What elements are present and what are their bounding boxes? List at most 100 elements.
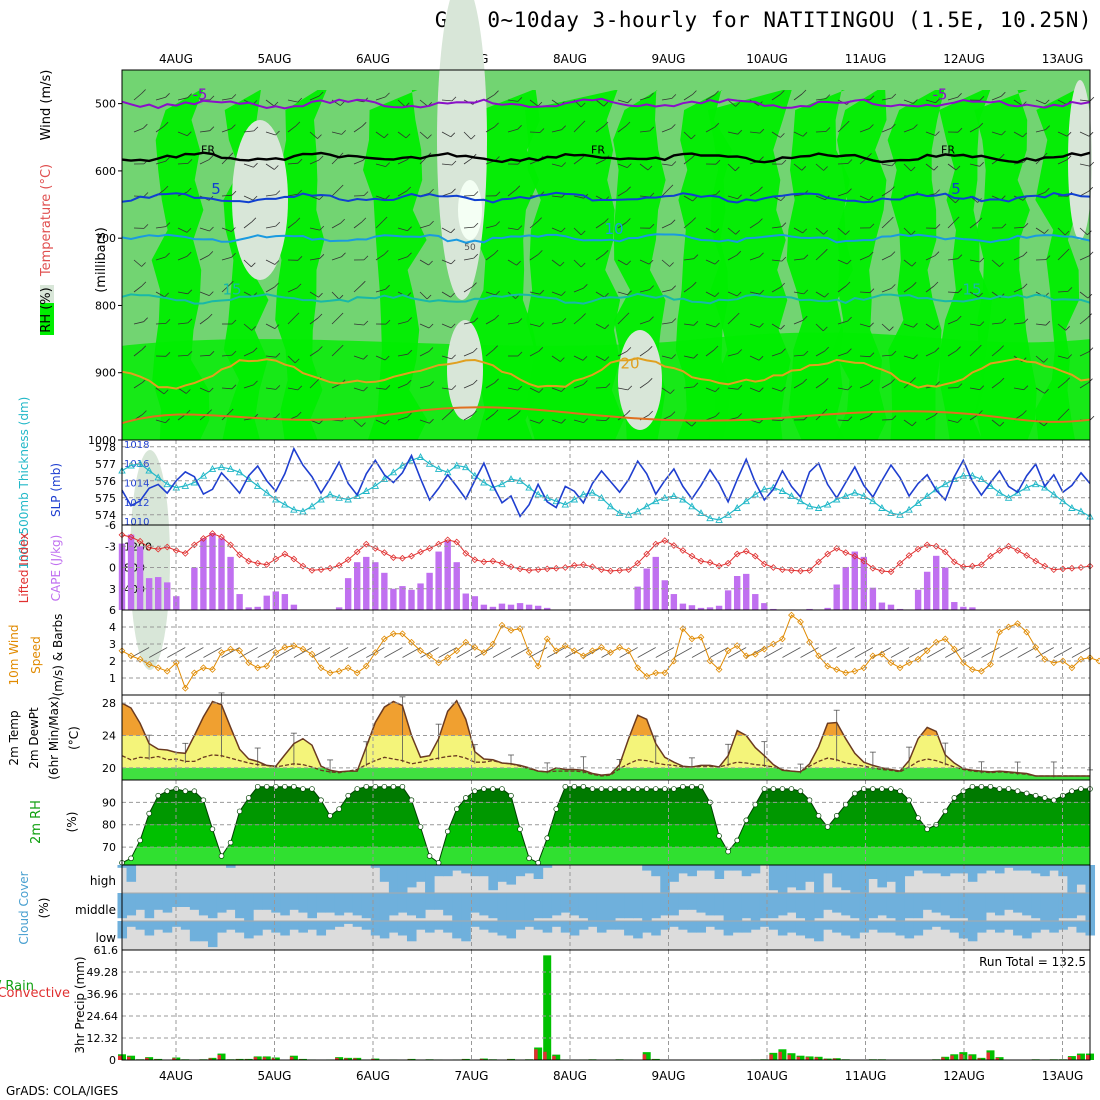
- wind-barb-flag: [979, 321, 985, 326]
- wind-barb-flag: [1001, 130, 1006, 136]
- cloud-cover-bar: [1022, 921, 1032, 939]
- wind-barb: [683, 323, 694, 326]
- cloud-cover-bar: [795, 921, 806, 936]
- cape-bar: [200, 538, 207, 610]
- wind-speed-point: [236, 647, 244, 655]
- thickness-line: [121, 456, 1091, 521]
- cloud-cover-bar: [678, 865, 688, 874]
- cloud-cover-bar: [606, 921, 616, 930]
- cape-bar: [245, 607, 252, 610]
- cape-bar: [426, 572, 433, 610]
- rh-band-90: [122, 786, 1090, 803]
- wind-barb: [1079, 227, 1088, 236]
- wind-barb-flag: [363, 386, 368, 392]
- wind-barb: [925, 323, 935, 330]
- cape-bar: [697, 607, 705, 610]
- wind-barb: [859, 195, 870, 201]
- precip-convective-bar: [217, 1055, 222, 1060]
- cloud-cover-bar: [262, 921, 272, 930]
- cape-bar: [498, 603, 506, 610]
- wind-barb-flag: [450, 323, 456, 329]
- wind-barb: [265, 387, 276, 390]
- wind-barb-flag: [428, 260, 433, 266]
- rh-low-level-band: [122, 332, 1090, 440]
- cloud-cover-bar: [696, 893, 707, 913]
- precip-convective-bar: [552, 1055, 556, 1060]
- wind-barb-flag: [493, 345, 498, 350]
- wind-barb-flag: [317, 313, 323, 319]
- rh-point: [508, 792, 514, 799]
- rh-point: [580, 783, 587, 790]
- x-tick-label-top: 4AUG: [159, 52, 193, 66]
- lifted-index-point: [815, 558, 822, 566]
- wind-speed-point: [471, 644, 479, 651]
- wind-barb-flag: [603, 121, 609, 127]
- cloud-cover-bar: [569, 893, 580, 916]
- wind-barb-flag: [670, 411, 676, 416]
- cloud-cover-bar: [841, 865, 851, 891]
- wind-barb-flag: [494, 122, 499, 128]
- lifted-index-point: [480, 558, 488, 566]
- wind-barb: [331, 131, 342, 135]
- wind-barb-flag: [297, 158, 303, 164]
- wind-barb-flag: [384, 355, 390, 361]
- wind-barb: [551, 163, 562, 167]
- cape-bar: [516, 603, 524, 610]
- wind-barb-flag: [427, 134, 432, 139]
- wind-barb: [1079, 255, 1090, 261]
- cloud-cover-bar: [814, 921, 824, 942]
- wind-barb: [903, 381, 912, 389]
- rh-point: [1032, 792, 1039, 799]
- rh-band-low: [122, 847, 1090, 865]
- wind-barb: [419, 419, 430, 424]
- wind-barb: [683, 131, 692, 140]
- wind-barb-flag: [318, 346, 323, 351]
- rh-point: [417, 824, 424, 830]
- wind-barb: [947, 350, 957, 357]
- wind-barb-flag: [1066, 131, 1072, 137]
- lifted-index-point: [661, 537, 669, 544]
- precip-convective-bar: [335, 1057, 339, 1060]
- wind-barb: [551, 227, 562, 233]
- wind-barb: [221, 284, 230, 293]
- lifted-index-point: [245, 557, 253, 565]
- wind-barb: [331, 383, 342, 389]
- wind-barb: [1013, 99, 1023, 106]
- cloud-cover-bar: [361, 893, 372, 919]
- cape-bar: [218, 538, 225, 610]
- wind-barb: [529, 419, 540, 424]
- wind-barb-flag: [978, 410, 983, 415]
- wind-barb: [573, 227, 582, 236]
- wind-barb: [573, 419, 584, 423]
- wind-speed-point: [1095, 657, 1100, 665]
- wind-barb: [1057, 131, 1068, 137]
- cloud-cover-bar: [262, 893, 272, 910]
- wind-barb-flag: [715, 412, 720, 417]
- wind-barb: [199, 354, 211, 357]
- cloud-cover-bar: [741, 921, 752, 933]
- cloud-cover-bar: [823, 893, 833, 910]
- thickness-point: [787, 492, 796, 500]
- wind-barb: [771, 352, 782, 357]
- wind-barb-flag: [735, 102, 740, 107]
- cloud-cover-bar: [280, 893, 290, 916]
- cloud-cover-bar: [144, 921, 155, 936]
- y-tick-label-temp: 28: [102, 697, 116, 710]
- wind-barb-flag: [382, 216, 388, 222]
- wind-barb: [573, 287, 584, 293]
- lifted-index-point: [806, 566, 813, 574]
- cape-bar: [399, 586, 406, 610]
- rh-point: [463, 795, 469, 801]
- temperature-contour-25: [121, 406, 1091, 425]
- rh-point: [888, 786, 894, 792]
- y-tick-label-thickness: 574: [95, 509, 116, 522]
- wind-barb-flag: [143, 224, 149, 229]
- y-tick-label-slp: 1010: [124, 517, 149, 528]
- cloud-cover-bar: [949, 865, 960, 874]
- cloud-cover-bar: [397, 921, 408, 936]
- cloud-cover-bar: [750, 865, 761, 874]
- precip-total-bar: [344, 1057, 353, 1060]
- wind-barb: [991, 259, 1000, 267]
- cloud-cover-bar: [669, 921, 679, 927]
- wind-barb: [683, 195, 693, 202]
